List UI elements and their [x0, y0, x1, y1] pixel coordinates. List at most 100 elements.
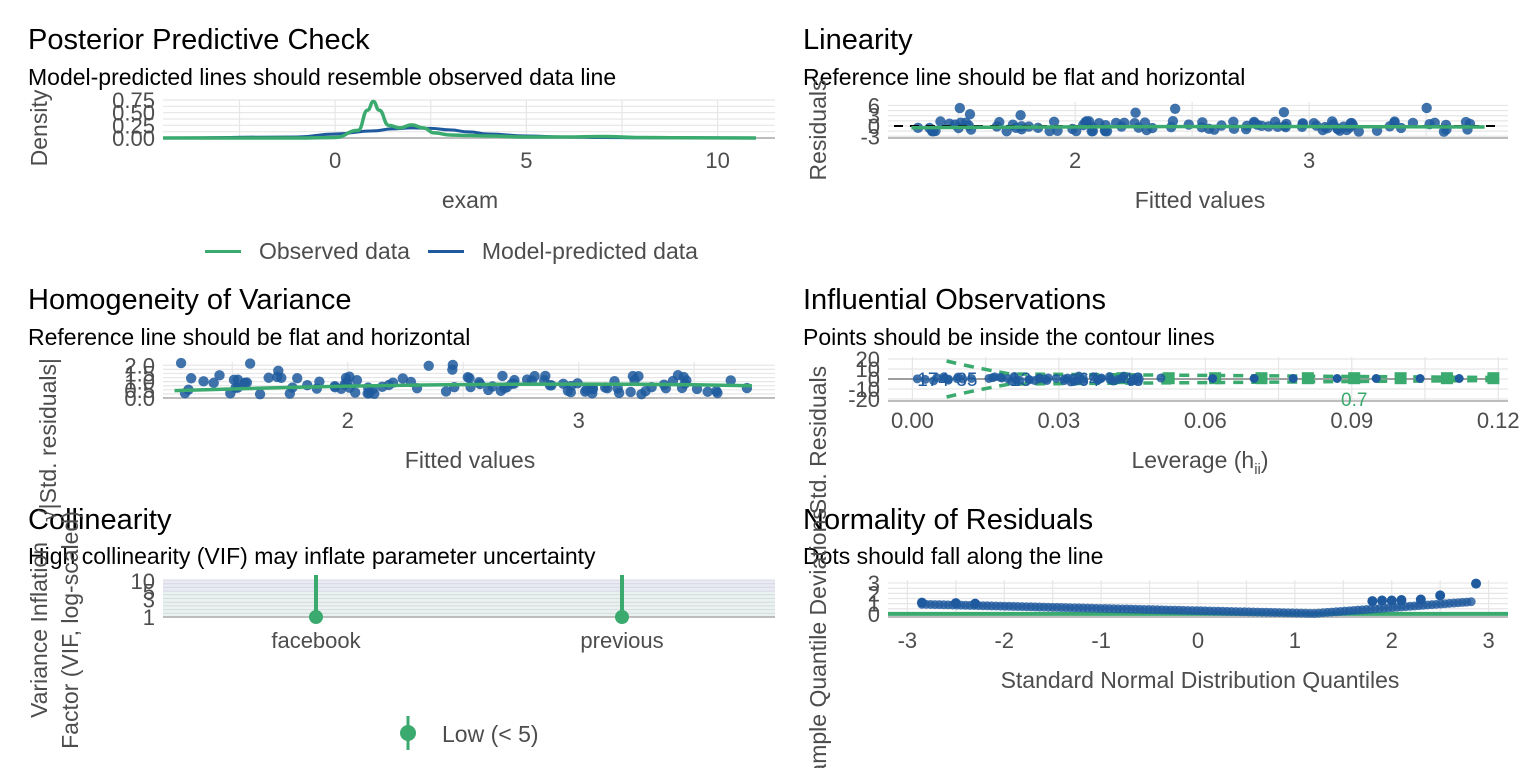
influential-title: Influential Observations: [803, 284, 1107, 316]
homogeneity-point: [276, 372, 287, 384]
collinearity-point-1: [615, 610, 629, 624]
homogeneity-point: [198, 376, 209, 387]
influential-point: [912, 374, 922, 384]
linearity-point: [954, 102, 966, 114]
homogeneity-point: [397, 373, 408, 384]
ppc-xtick-1: 5: [520, 148, 532, 173]
influential-contour-marker: [1394, 372, 1407, 385]
influential-point: [1009, 372, 1019, 382]
homogeneity-point: [447, 359, 459, 371]
collinearity-title: Collinearity: [28, 504, 172, 536]
collinearity-subtitle: High collinearity (VIF) may inflate para…: [28, 543, 596, 569]
homogeneity-point: [725, 375, 736, 386]
homogeneity-point: [185, 373, 197, 384]
collinearity-point-0: [309, 610, 323, 624]
predicted-legend-label: Model-predicted data: [481, 238, 698, 264]
homogeneity-point: [464, 372, 475, 384]
influential-ytick-2: 0: [868, 367, 880, 392]
homogeneity-point: [672, 369, 684, 381]
normality-xtick-3: 0: [1192, 628, 1204, 653]
collinearity-ytick-3: 10: [131, 569, 155, 594]
homogeneity-ytick-1: 0.5: [124, 378, 155, 403]
influential-point: [1288, 374, 1298, 383]
homogeneity-point: [254, 389, 266, 400]
homogeneity-point: [340, 372, 352, 384]
influential-point: [958, 374, 968, 384]
collinearity-ytick-1: 3: [143, 588, 155, 613]
homogeneity-point: [244, 358, 256, 369]
observed-legend-label: Observed data: [259, 238, 410, 264]
ppc-ytick-0: 0.00: [112, 126, 155, 151]
normality-xtick-2: -1: [1091, 628, 1111, 653]
linearity-ytick-3: 6: [868, 93, 880, 118]
homogeneity-point: [349, 387, 361, 398]
normality-subtitle: Dots should fall along the line: [803, 543, 1104, 569]
linearity-smooth-line: [911, 124, 1485, 130]
normality-ylabel: Sample Quantile Deviations: [805, 508, 831, 768]
influential-xtick-4: 0.12: [1477, 408, 1520, 433]
ppc-xtick-2: 10: [705, 148, 729, 173]
influential-point: [939, 374, 949, 384]
linearity-point: [1326, 116, 1338, 127]
normality-ytick-3: 3: [868, 571, 880, 596]
homogeneity-point: [362, 388, 373, 399]
homogeneity-point: [423, 360, 434, 371]
influential-label-1: 35: [956, 370, 977, 391]
influential-point: [1059, 376, 1069, 386]
vif-legend-key: [400, 716, 416, 750]
linearity-point: [1167, 115, 1179, 127]
influential-label-2: 13: [1010, 370, 1031, 391]
influential-point: [1069, 377, 1079, 387]
influential-ylabel: Std. Residuals: [805, 366, 831, 514]
homogeneity-point: [284, 388, 296, 399]
influential-xtick-3: 0.09: [1330, 408, 1373, 433]
normality-xtick-6: 3: [1483, 628, 1495, 653]
influential-contour-marker: [1301, 372, 1314, 385]
normality-point: [970, 598, 981, 609]
collinearity-ylabel-1: Variance Inflation: [26, 542, 52, 718]
influential-contour-marker: [1440, 372, 1453, 385]
influential-contour-label: 0.7: [1341, 390, 1367, 411]
normality-ytick-2: 2: [868, 581, 880, 606]
homogeneity-point: [208, 377, 219, 389]
influential-contour-lower: [946, 378, 1499, 399]
influential-xtick-0: 0.00: [891, 408, 934, 433]
linearity-ylabel: Residuals: [805, 80, 831, 181]
influential-contour-marker: [1348, 372, 1361, 385]
influential-point: [1034, 373, 1044, 383]
collinearity-moderate-band: [163, 580, 775, 592]
homogeneity-point: [292, 373, 303, 384]
linearity-point: [994, 116, 1005, 128]
linearity-point: [1278, 106, 1290, 118]
normality-point: [1377, 595, 1388, 606]
homogeneity-subtitle: Reference line should be flat and horizo…: [28, 324, 471, 350]
homogeneity-point: [562, 385, 574, 396]
linearity-ytick-0: -3: [860, 124, 880, 149]
collinearity-ylabel-2: Factor (VIF, log-scaled): [57, 511, 83, 749]
influential-point: [1249, 374, 1259, 383]
collinearity-ytick-0: 1: [143, 605, 155, 630]
homogeneity-ytick-2: 1.0: [124, 370, 155, 395]
normality-point: [1386, 595, 1397, 606]
linearity-point: [964, 109, 976, 120]
linearity-point: [1130, 107, 1141, 118]
homogeneity-ytick-4: 2.0: [124, 353, 155, 378]
influential-point: [1415, 374, 1425, 383]
influential-point: [1131, 375, 1141, 385]
influential-ytick-1: -10: [848, 377, 880, 402]
ppc-ytick-3: 0.75: [112, 88, 155, 113]
normality-ytick-1: 1: [868, 592, 880, 617]
normality-xtick-1: -2: [994, 628, 1014, 653]
homogeneity-xtick-0: 2: [342, 408, 354, 433]
normality-ytick-0: 0: [868, 602, 880, 627]
linearity-point: [1048, 116, 1060, 128]
ppc-xlabel: exam: [442, 187, 498, 213]
influential-contour-marker: [1255, 372, 1268, 385]
normality-xtick-5: 2: [1386, 628, 1398, 653]
predicted-legend-key: [427, 250, 464, 253]
ppc-legend: Observed data Model-predicted data: [205, 238, 698, 265]
linearity-subtitle: Reference line should be flat and horizo…: [803, 64, 1246, 90]
linearity-point: [935, 116, 946, 127]
ppc-series-observed: [163, 99, 756, 140]
